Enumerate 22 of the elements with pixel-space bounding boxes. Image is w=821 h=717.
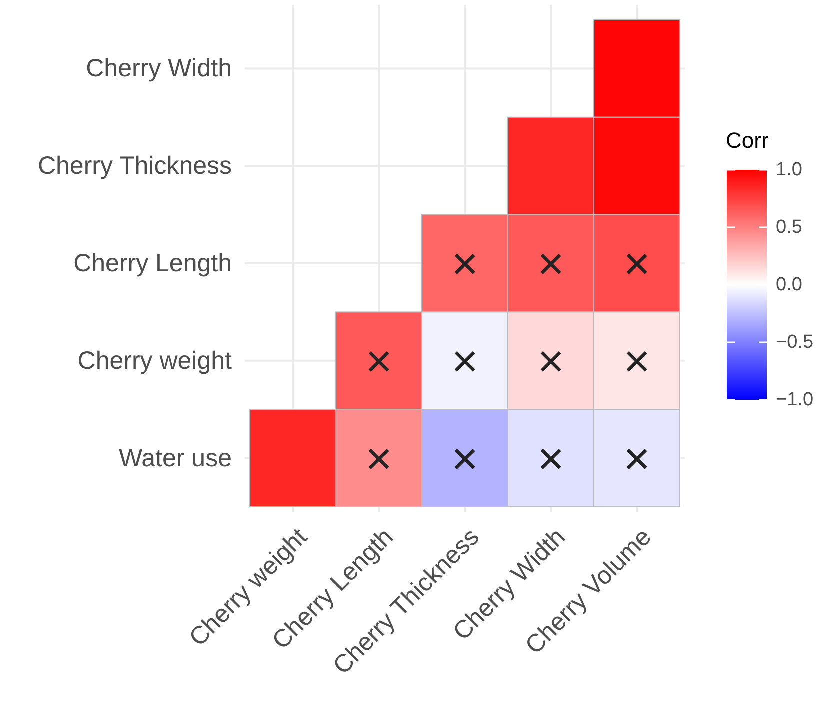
y-tick-label: Cherry Thickness — [38, 152, 232, 180]
y-tick-label: Cherry Length — [74, 250, 232, 278]
color-bar-label: −1.0 — [776, 390, 814, 410]
data-label: × — [366, 432, 392, 484]
data-label: × — [624, 238, 650, 290]
data-label: × — [538, 432, 564, 484]
data-label: × — [452, 432, 478, 484]
color-bar-label: 1.0 — [776, 160, 802, 180]
data-label: × — [538, 334, 564, 387]
color-bar-label: 0.0 — [776, 274, 802, 296]
data-label: × — [366, 334, 392, 387]
y-tick-label: Cherry weight — [78, 346, 232, 375]
y-tick-label: Water use — [118, 444, 232, 472]
color-bar-title: Corr — [726, 128, 769, 153]
data-label: × — [624, 432, 650, 484]
data-label: × — [452, 238, 478, 290]
data-label: × — [624, 334, 650, 387]
color-bar-label: 0.5 — [776, 217, 802, 238]
data-label: × — [538, 238, 564, 290]
data-label: × — [452, 334, 478, 387]
color-bar-label: −0.5 — [776, 332, 814, 353]
y-tick-label: Cherry Width — [86, 54, 232, 83]
